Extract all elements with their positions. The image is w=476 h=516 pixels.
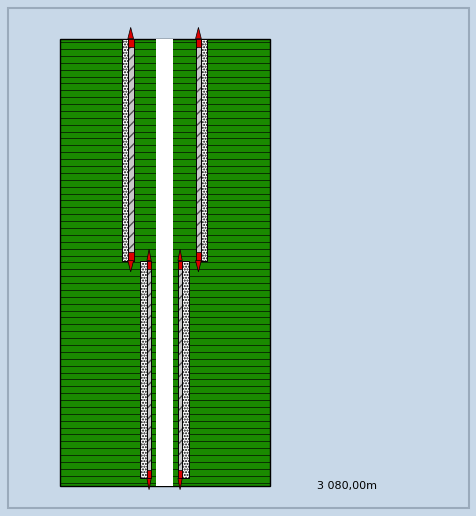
- Bar: [178, 470, 182, 478]
- Polygon shape: [128, 261, 133, 272]
- Bar: [121, 39, 133, 261]
- Bar: [195, 39, 201, 47]
- Polygon shape: [147, 249, 151, 261]
- Bar: [195, 252, 201, 261]
- Polygon shape: [178, 249, 182, 261]
- Bar: [147, 470, 151, 478]
- Bar: [178, 261, 182, 269]
- Polygon shape: [195, 261, 201, 272]
- Bar: [60, 39, 269, 486]
- Bar: [128, 39, 133, 47]
- Bar: [195, 39, 207, 261]
- Bar: [178, 261, 182, 478]
- Bar: [178, 261, 189, 478]
- Polygon shape: [195, 27, 201, 39]
- Text: 3 080,00m: 3 080,00m: [317, 481, 377, 491]
- Bar: [128, 252, 133, 261]
- Bar: [195, 39, 201, 261]
- Bar: [128, 39, 133, 261]
- Bar: [147, 261, 151, 269]
- Bar: [139, 261, 151, 478]
- Bar: [156, 39, 173, 486]
- Polygon shape: [147, 478, 151, 490]
- Polygon shape: [178, 478, 182, 490]
- Bar: [147, 261, 151, 478]
- Polygon shape: [128, 27, 133, 39]
